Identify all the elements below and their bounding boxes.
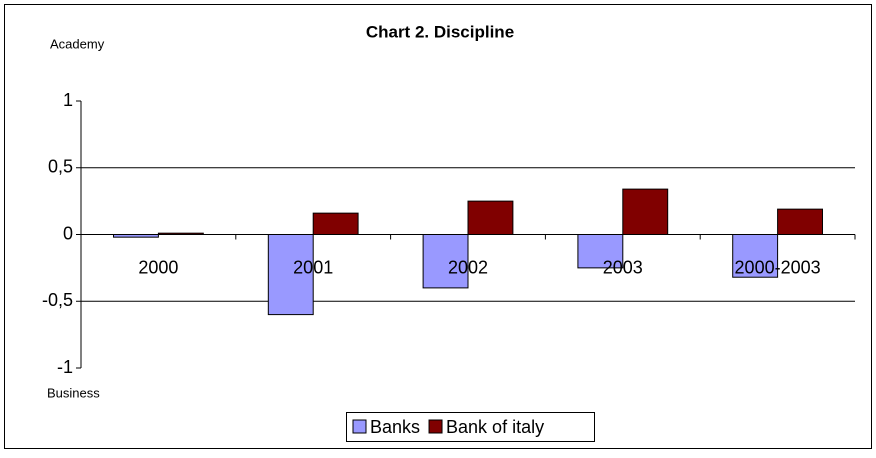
x-tick-label: 2000 bbox=[138, 257, 178, 277]
annotation: Academy bbox=[50, 36, 105, 51]
y-tick-label: -1 bbox=[57, 357, 73, 377]
chart-border bbox=[4, 4, 872, 449]
annotation: Business bbox=[47, 385, 100, 400]
bar bbox=[777, 208, 823, 235]
y-tick-label: 0 bbox=[63, 223, 73, 243]
y-tick-label: -0,5 bbox=[42, 290, 73, 310]
legend-label: Banks bbox=[370, 417, 420, 437]
bar bbox=[422, 234, 469, 289]
bar bbox=[622, 188, 669, 235]
chart-title: Chart 2. Discipline bbox=[366, 22, 514, 41]
legend-swatch bbox=[352, 419, 367, 434]
x-tick-label: 2003 bbox=[603, 257, 643, 277]
x-tick-label: 2001 bbox=[293, 257, 333, 277]
legend-swatch bbox=[428, 419, 443, 434]
x-tick-label: 2002 bbox=[448, 257, 488, 277]
y-tick-label: 1 bbox=[63, 90, 73, 110]
bar bbox=[732, 234, 779, 278]
bar bbox=[467, 200, 514, 235]
x-tick-label: 2000-2003 bbox=[735, 257, 821, 277]
y-tick-label: 0,5 bbox=[48, 157, 73, 177]
bar bbox=[312, 212, 359, 235]
legend-label: Bank of italy bbox=[446, 417, 544, 437]
bar bbox=[577, 234, 624, 269]
legend-box bbox=[346, 412, 595, 442]
